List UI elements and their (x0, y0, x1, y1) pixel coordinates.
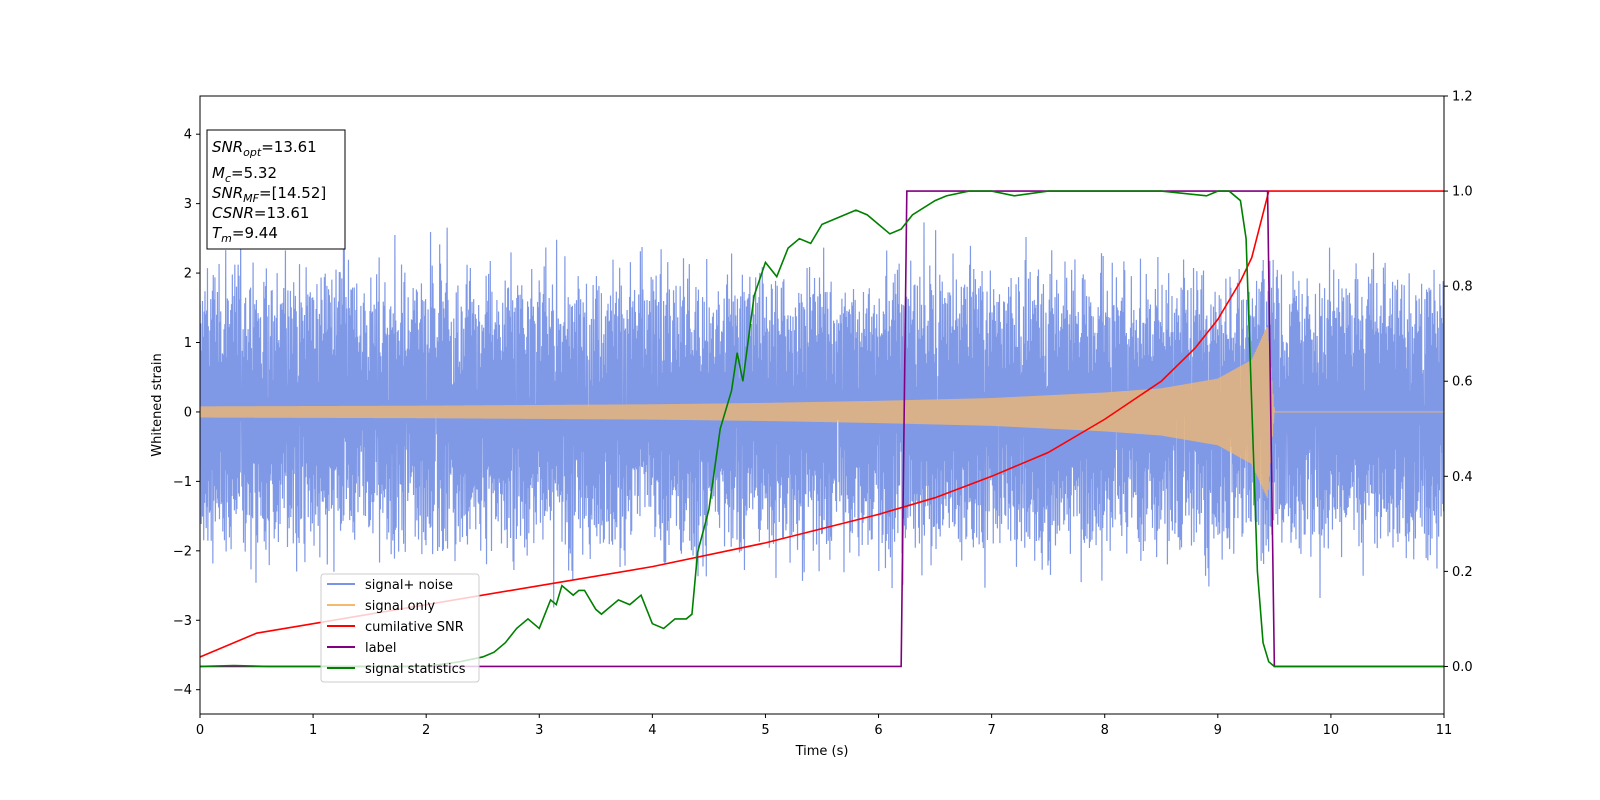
y-tick-label: 2 (184, 267, 192, 282)
y2-tick-label: 0.2 (1452, 565, 1473, 580)
info-mc: Mc=5.32 (212, 164, 277, 185)
series-signal-only (200, 327, 1444, 499)
legend-label-label: label (365, 641, 396, 656)
x-tick-label: 10 (1323, 723, 1340, 738)
y-tick-label: 3 (184, 197, 192, 212)
y2-tick-label: 1.2 (1452, 90, 1473, 105)
y-axis-label: Whitened strain (150, 353, 165, 456)
y2-tick-label: 0.6 (1452, 375, 1473, 390)
legend-label-signal-noise: signal+ noise (365, 578, 453, 593)
x-tick-label: 3 (535, 723, 543, 738)
y-tick-label: −2 (173, 544, 192, 559)
x-tick-label: 5 (761, 723, 769, 738)
info-box-frame (206, 129, 346, 250)
y2-tick-label: 0.8 (1452, 280, 1473, 295)
series-signal-statistics (200, 190, 1444, 668)
x-tick-label: 1 (309, 723, 317, 738)
y-tick-label: −3 (173, 614, 192, 629)
y-tick-label: −1 (173, 475, 192, 490)
x-tick-label: 0 (196, 723, 204, 738)
legend: signal+ noise signal only cumilative SNR… (320, 573, 480, 683)
x-tick-label: 7 (987, 723, 995, 738)
legend-label-signal-only: signal only (365, 599, 435, 614)
x-tick-label: 8 (1101, 723, 1109, 738)
x-tick-label: 11 (1436, 723, 1453, 738)
y2-tick-label: 1.0 (1452, 185, 1473, 200)
legend-frame (320, 573, 480, 683)
x-axis-ticks: 0 1 2 3 4 5 6 7 8 9 10 11 (196, 714, 1452, 738)
legend-label-cumulative-snr: cumilative SNR (365, 620, 464, 635)
plot-frame (199, 95, 1445, 715)
info-box: SNRopt=13.61 Mc=5.32 SNRMF=[14.52] CSNR=… (206, 129, 346, 250)
x-tick-label: 9 (1214, 723, 1222, 738)
info-snr-mf: SNRMF=[14.52] (212, 184, 326, 205)
y-tick-label: −4 (173, 683, 192, 698)
legend-label-signal-statistics: signal statistics (365, 662, 466, 677)
x-tick-label: 2 (422, 723, 430, 738)
y2-axis-ticks: 0.0 0.2 0.4 0.6 0.8 1.0 1.2 (1444, 90, 1473, 675)
y-tick-label: 0 (184, 405, 192, 420)
info-tm: Tm=9.44 (212, 224, 278, 245)
x-tick-label: 6 (874, 723, 882, 738)
x-axis-label: Time (s) (795, 744, 849, 759)
y2-tick-label: 0.4 (1452, 470, 1473, 485)
y-axis-ticks: −4 −3 −2 −1 0 1 2 3 4 (173, 128, 200, 698)
series-signal-noise (200, 222, 1444, 608)
info-csnr: CSNR=13.61 (212, 204, 309, 222)
series-layer (200, 190, 1444, 668)
y-tick-label: 1 (184, 336, 192, 351)
y2-tick-label: 0.0 (1452, 660, 1473, 675)
info-snr-opt: SNRopt=13.61 (212, 138, 317, 159)
y-tick-label: 4 (184, 128, 192, 143)
x-tick-label: 4 (648, 723, 656, 738)
